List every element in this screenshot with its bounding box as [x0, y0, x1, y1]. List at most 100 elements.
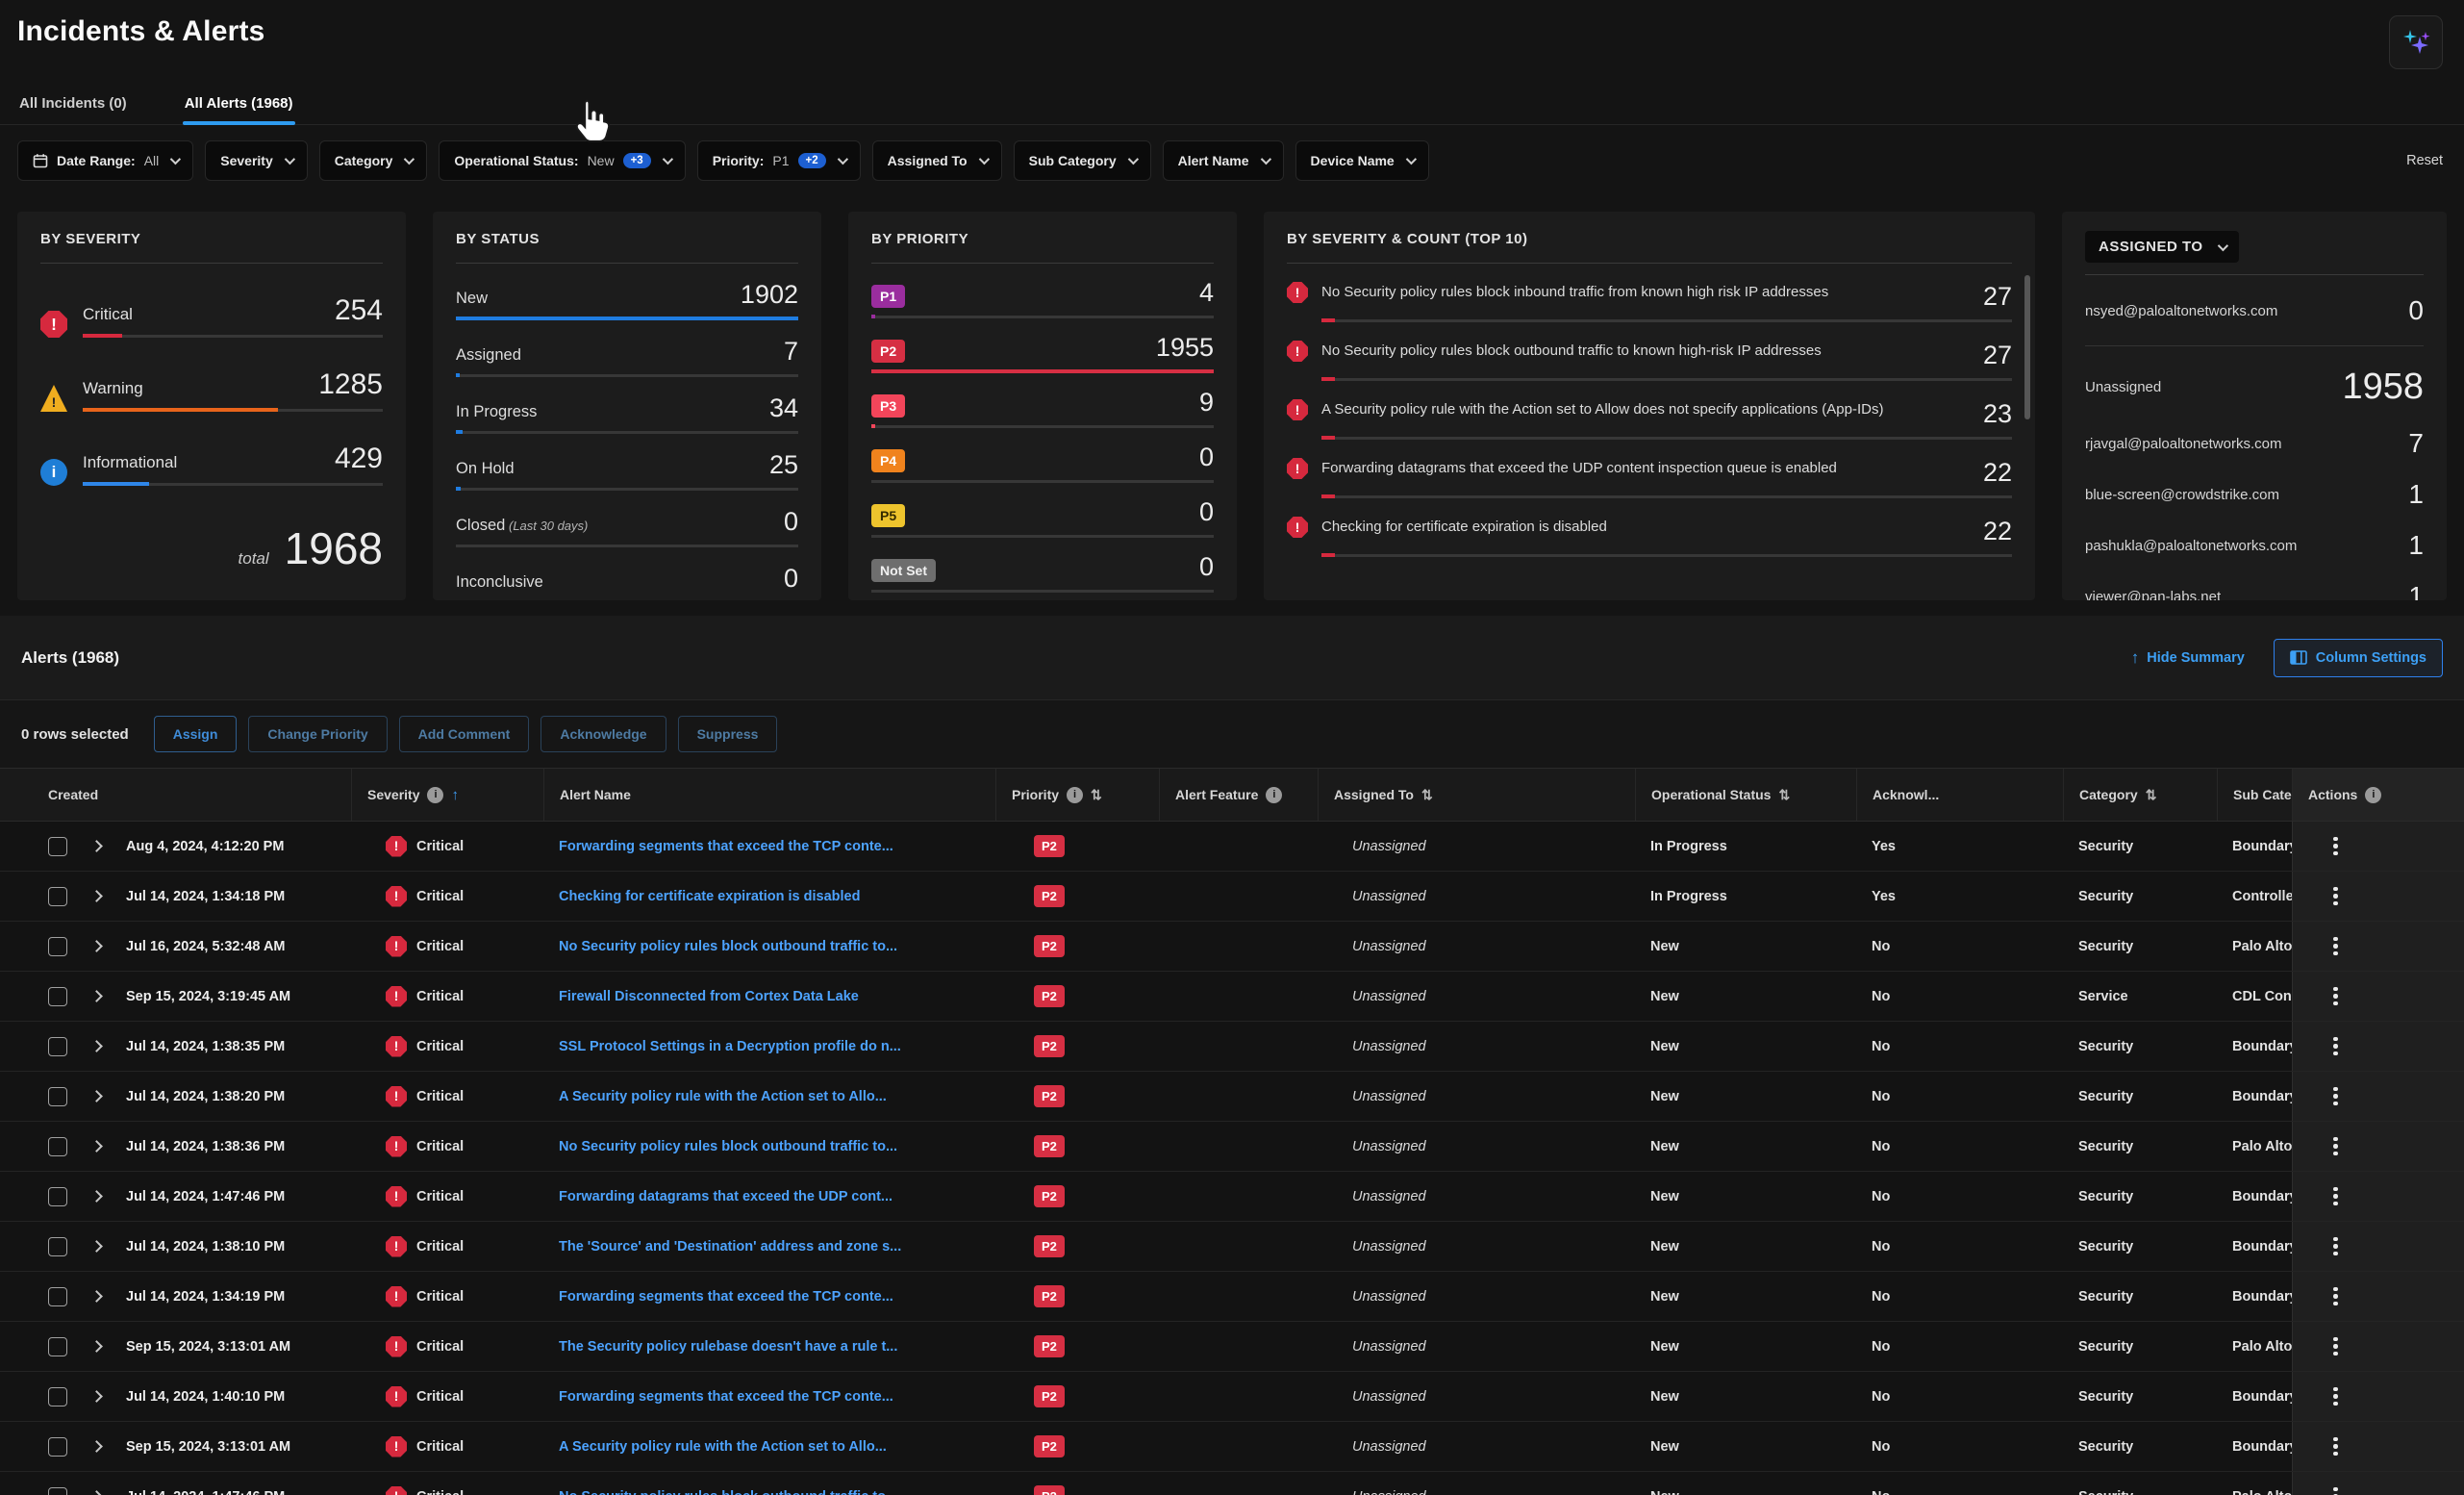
- row-expand-chevron-icon[interactable]: [90, 890, 103, 902]
- row-checkbox[interactable]: [48, 986, 67, 1006]
- row-actions-menu[interactable]: [2329, 1283, 2342, 1310]
- alert-name-link[interactable]: No Security policy rules block outbound …: [559, 1138, 898, 1154]
- column-header-priority[interactable]: Priority i ⇅: [995, 769, 1159, 821]
- filter-operational-status[interactable]: Operational Status: New +3: [439, 140, 686, 181]
- alert-name-link[interactable]: Forwarding datagrams that exceed the UDP…: [559, 1188, 893, 1204]
- row-expand-chevron-icon[interactable]: [90, 1140, 103, 1153]
- column-header-actions[interactable]: Actions i: [2292, 769, 2464, 821]
- reset-filters-button[interactable]: Reset: [2406, 153, 2443, 168]
- filter-assigned-to[interactable]: Assigned To: [871, 140, 1002, 181]
- filter-priority[interactable]: Priority: P1 +2: [696, 140, 861, 181]
- row-expand-chevron-icon[interactable]: [90, 1240, 103, 1253]
- row-expand-chevron-icon[interactable]: [90, 1040, 103, 1052]
- row-expand-chevron-icon[interactable]: [90, 840, 103, 852]
- bulk-add-comment-button[interactable]: Add Comment: [398, 716, 530, 752]
- row-actions-menu[interactable]: [2329, 1433, 2342, 1460]
- column-header-category[interactable]: Category ⇅: [2063, 769, 2217, 821]
- row-expand-chevron-icon[interactable]: [90, 990, 103, 1002]
- row-actions-menu[interactable]: [2329, 883, 2342, 910]
- row-expand-chevron-icon[interactable]: [90, 1290, 103, 1303]
- row-actions-menu[interactable]: [2329, 1083, 2342, 1110]
- alert-name-link[interactable]: No Security policy rules block outbound …: [559, 938, 898, 954]
- alert-name-link[interactable]: A Security policy rule with the Action s…: [559, 1088, 887, 1104]
- sort-icon[interactable]: ⇅: [1421, 786, 1433, 802]
- row-actions-menu[interactable]: [2329, 1233, 2342, 1260]
- row-checkbox[interactable]: [48, 1286, 67, 1306]
- sort-icon[interactable]: ⇅: [2145, 786, 2157, 802]
- column-header-assigned[interactable]: Assigned To ⇅: [1318, 769, 1635, 821]
- tab-all-alerts[interactable]: All Alerts (1968): [182, 95, 295, 125]
- sort-icon[interactable]: ⇅: [1091, 786, 1102, 802]
- severity-summary-row: i Informational 429: [40, 443, 383, 486]
- filter-alert-name[interactable]: Alert Name: [1162, 140, 1284, 181]
- bulk-acknowledge-button[interactable]: Acknowledge: [541, 716, 666, 752]
- row-actions-menu[interactable]: [2329, 933, 2342, 960]
- column-header-created[interactable]: Created: [0, 769, 351, 821]
- row-expand-chevron-icon[interactable]: [90, 1090, 103, 1102]
- column-settings-button[interactable]: Column Settings: [2273, 638, 2443, 677]
- column-header-status[interactable]: Operational Status ⇅: [1635, 769, 1856, 821]
- alert-name-link[interactable]: Forwarding segments that exceed the TCP …: [559, 1288, 893, 1305]
- bulk-assign-button[interactable]: Assign: [153, 716, 238, 752]
- alert-name-link[interactable]: Firewall Disconnected from Cortex Data L…: [559, 988, 859, 1004]
- sort-ascending-icon[interactable]: ↑: [451, 786, 459, 803]
- row-actions-menu[interactable]: [2329, 1383, 2342, 1410]
- row-actions-menu[interactable]: [2329, 983, 2342, 1010]
- row-actions-menu[interactable]: [2329, 833, 2342, 860]
- bulk-suppress-button[interactable]: Suppress: [677, 716, 778, 752]
- alert-name-link[interactable]: Forwarding segments that exceed the TCP …: [559, 1388, 893, 1405]
- column-header-severity[interactable]: Severity i ↑: [351, 769, 543, 821]
- filter-category[interactable]: Category: [318, 140, 428, 181]
- row-expand-chevron-icon[interactable]: [90, 940, 103, 952]
- row-checkbox[interactable]: [48, 1186, 67, 1206]
- column-header-ack[interactable]: Acknowl...: [1856, 769, 2063, 821]
- row-checkbox[interactable]: [48, 1386, 67, 1406]
- row-checkbox[interactable]: [48, 1236, 67, 1256]
- cell-created: Jul 14, 2024, 1:34:18 PM: [0, 872, 351, 921]
- card-scrollbar[interactable]: [2024, 275, 2030, 419]
- row-expand-chevron-icon[interactable]: [90, 1190, 103, 1203]
- tab-all-incidents[interactable]: All Incidents (0): [19, 95, 127, 112]
- row-expand-chevron-icon[interactable]: [90, 1390, 103, 1403]
- row-actions-menu[interactable]: [2329, 1333, 2342, 1360]
- row-actions-menu[interactable]: [2329, 1483, 2342, 1495]
- bulk-change-priority-button[interactable]: Change Priority: [248, 716, 388, 752]
- filter-severity[interactable]: Severity: [205, 140, 308, 181]
- alert-name-link[interactable]: Forwarding segments that exceed the TCP …: [559, 838, 893, 854]
- alert-name-link[interactable]: SSL Protocol Settings in a Decryption pr…: [559, 1038, 901, 1054]
- cell-alert-feature: [1159, 1022, 1318, 1071]
- card-by-severity-count: BY SEVERITY & COUNT (TOP 10) ! No Securit…: [1264, 212, 2035, 600]
- alert-name-link[interactable]: No Security policy rules block outbound …: [559, 1489, 897, 1495]
- row-actions-menu[interactable]: [2329, 1183, 2342, 1210]
- assigned-to-dropdown[interactable]: ASSIGNED TO: [2085, 231, 2239, 263]
- row-checkbox[interactable]: [48, 936, 67, 956]
- row-expand-chevron-icon[interactable]: [90, 1440, 103, 1453]
- row-checkbox[interactable]: [48, 886, 67, 906]
- filter-date-range[interactable]: Date Range: All: [17, 140, 194, 181]
- sort-icon[interactable]: ⇅: [1778, 786, 1791, 802]
- row-expand-chevron-icon[interactable]: [90, 1490, 103, 1495]
- alert-name-link[interactable]: Checking for certificate expiration is d…: [559, 888, 861, 904]
- ai-assistant-button[interactable]: [2389, 15, 2443, 69]
- row-checkbox[interactable]: [48, 1486, 67, 1495]
- filter-device-name[interactable]: Device Name: [1295, 140, 1429, 181]
- row-checkbox[interactable]: [48, 836, 67, 856]
- row-checkbox[interactable]: [48, 1436, 67, 1457]
- row-actions-menu[interactable]: [2329, 1133, 2342, 1160]
- row-checkbox[interactable]: [48, 1086, 67, 1106]
- alert-name-link[interactable]: A Security policy rule with the Action s…: [559, 1438, 887, 1455]
- alert-name-link[interactable]: The Security policy rulebase doesn't hav…: [559, 1338, 898, 1355]
- alert-name-link[interactable]: The 'Source' and 'Destination' address a…: [559, 1238, 902, 1254]
- filter-sub-category[interactable]: Sub Category: [1013, 140, 1151, 181]
- row-checkbox[interactable]: [48, 1336, 67, 1356]
- cell-created: Jul 16, 2024, 5:32:48 AM: [0, 922, 351, 971]
- row-actions-menu[interactable]: [2329, 1033, 2342, 1060]
- cell-operational-status: New: [1650, 1038, 1679, 1054]
- column-header-name[interactable]: Alert Name: [543, 769, 995, 821]
- column-header-subcat[interactable]: Sub Category: [2217, 769, 2292, 821]
- hide-summary-button[interactable]: ↑ Hide Summary: [2130, 647, 2245, 667]
- row-checkbox[interactable]: [48, 1136, 67, 1156]
- row-checkbox[interactable]: [48, 1036, 67, 1056]
- row-expand-chevron-icon[interactable]: [90, 1340, 103, 1353]
- column-header-feature[interactable]: Alert Feature i: [1159, 769, 1318, 821]
